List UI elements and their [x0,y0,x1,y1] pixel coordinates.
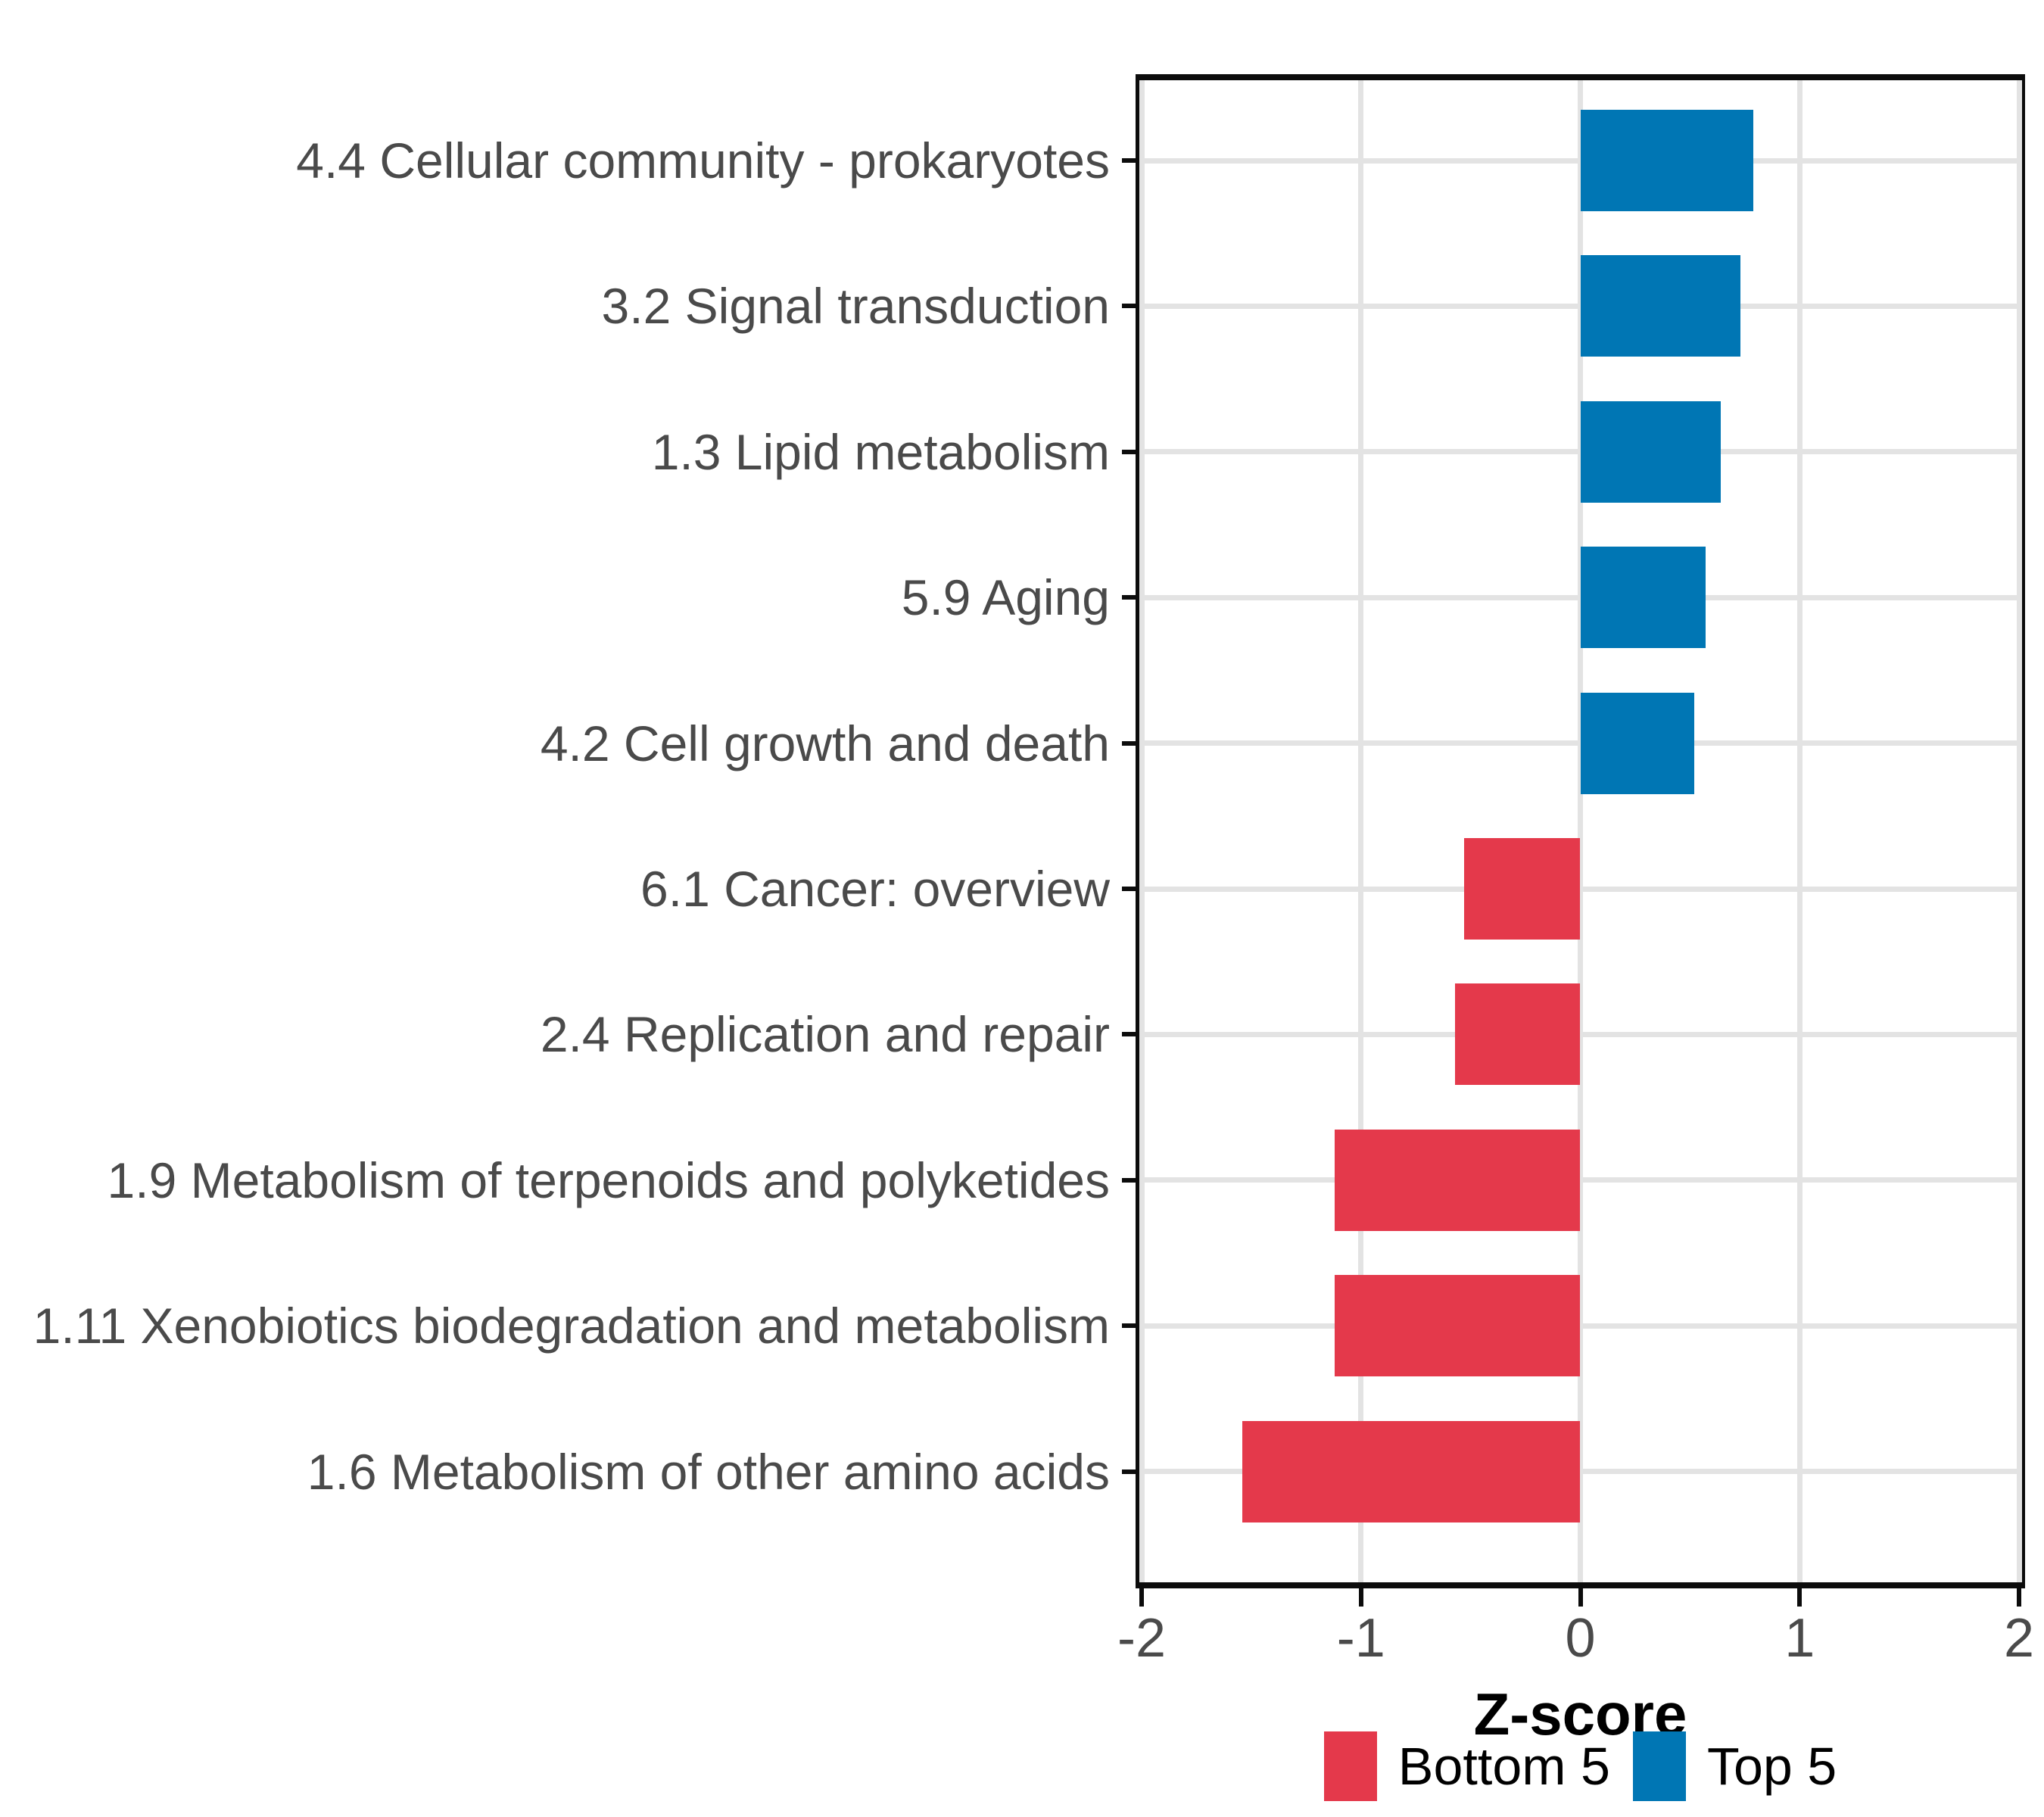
y-axis-tick [1122,1032,1136,1037]
bar [1334,1275,1581,1377]
x-axis-tick [1578,1588,1583,1607]
x-axis-tick-label: 2 [2003,1608,2035,1669]
y-axis-tick [1122,1469,1136,1474]
y-axis-label: 1.11 Xenobiotics biodegradation and meta… [33,1298,1110,1354]
bar [1580,400,1721,503]
legend-item: Top 5 [1632,1731,1837,1801]
y-axis-tick [1122,304,1136,309]
y-axis-label: 4.2 Cell growth and death [540,715,1110,771]
gridline-vertical [1578,80,1583,1582]
y-axis-tick [1122,1323,1136,1329]
bar [1334,1129,1581,1231]
y-axis-label: 1.9 Metabolism of terpenoids and polyket… [107,1152,1110,1208]
legend-label: Bottom 5 [1397,1737,1610,1796]
y-axis-tick [1122,595,1136,600]
x-axis-tick [1139,1588,1144,1607]
legend: Bottom 5 Top 5 [1136,1731,2025,1802]
y-axis-tick [1122,449,1136,454]
y-axis-label: 2.4 Replication and repair [540,1006,1110,1063]
bar [1455,983,1581,1086]
x-axis-tick [1797,1588,1803,1607]
plot-panel [1136,74,2025,1588]
y-axis-tick [1122,1177,1136,1183]
y-axis-tick [1122,158,1136,163]
gridline-vertical [1796,80,1803,1582]
bar [1463,838,1581,940]
y-axis-label: 1.6 Metabolism of other amino acids [307,1443,1110,1500]
bar [1242,1420,1581,1522]
legend-swatch [1632,1731,1686,1801]
bar [1580,547,1706,649]
x-axis-tick [1358,1588,1363,1607]
legend-item: Bottom 5 [1323,1731,1610,1801]
gridline-vertical [1358,80,1364,1582]
legend-swatch [1323,1731,1377,1801]
gridline-vertical [1139,80,1145,1582]
x-axis-tick-label: 1 [1784,1608,1815,1669]
y-axis-label: 1.3 Lipid metabolism [651,423,1110,480]
bar [1580,255,1741,357]
y-axis-label: 6.1 Cancer: overview [640,861,1110,917]
x-axis-tick-label: -1 [1336,1608,1385,1669]
x-axis-tick-label: -2 [1117,1608,1167,1669]
y-axis-label: 5.9 Aging [901,569,1110,626]
y-axis-label: 4.4 Cellular community - prokaryotes [296,132,1110,189]
bar [1580,110,1754,211]
y-axis-label: 3.2 Signal transduction [601,278,1110,335]
y-axis-tick [1122,887,1136,891]
y-axis-tick [1122,740,1136,746]
bar [1580,692,1695,794]
x-axis-tick-label: 0 [1565,1608,1596,1669]
legend-label: Top 5 [1706,1737,1837,1796]
x-axis-tick [2017,1588,2021,1607]
gridline-vertical [2016,80,2022,1582]
